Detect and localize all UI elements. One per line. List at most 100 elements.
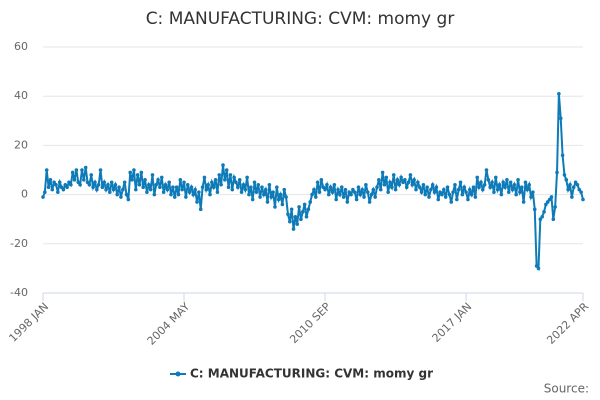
point — [258, 195, 262, 199]
point — [113, 182, 118, 187]
point — [362, 195, 366, 199]
point — [291, 227, 296, 231]
point — [312, 187, 316, 192]
point — [143, 178, 147, 182]
point — [98, 168, 103, 172]
point — [61, 187, 66, 192]
point — [293, 214, 298, 219]
x-tick-label: 2010 SEP — [287, 300, 333, 346]
point — [46, 185, 51, 190]
point — [557, 91, 561, 96]
point — [484, 168, 489, 172]
point — [384, 175, 389, 180]
point — [440, 192, 444, 197]
point — [63, 182, 68, 187]
point — [80, 168, 84, 172]
point — [397, 182, 402, 187]
x-tick-label: 2004 MAY — [145, 300, 193, 348]
point — [130, 178, 134, 182]
point — [43, 190, 47, 194]
point — [531, 190, 535, 194]
point — [471, 185, 476, 190]
point — [300, 210, 305, 214]
point — [150, 173, 155, 177]
legend-marker — [175, 371, 181, 377]
point — [518, 190, 522, 194]
point — [185, 182, 190, 187]
x-tick-label: 2017 JAN — [430, 300, 475, 345]
point — [573, 180, 578, 185]
point — [302, 202, 307, 207]
point — [310, 192, 314, 197]
point — [443, 195, 448, 199]
point — [325, 182, 329, 187]
point — [219, 182, 223, 187]
point — [508, 180, 513, 185]
point — [197, 190, 201, 194]
point — [482, 182, 487, 187]
point — [262, 192, 266, 197]
point — [286, 212, 290, 217]
point — [356, 185, 361, 190]
point — [211, 185, 216, 190]
point — [456, 187, 461, 192]
point — [165, 187, 170, 192]
point — [326, 192, 331, 197]
point — [365, 190, 370, 194]
point — [161, 190, 166, 194]
point — [341, 195, 346, 199]
point — [434, 185, 439, 190]
point — [391, 173, 396, 177]
point — [132, 168, 136, 172]
point — [514, 192, 518, 197]
point — [176, 192, 181, 197]
point — [390, 185, 394, 190]
point — [158, 185, 162, 190]
point — [217, 173, 222, 177]
point — [237, 178, 242, 182]
point — [493, 175, 498, 180]
point — [519, 185, 524, 190]
point — [122, 180, 127, 185]
point — [41, 195, 45, 199]
point — [330, 190, 335, 194]
point — [423, 192, 428, 197]
point — [167, 180, 171, 185]
point — [523, 180, 528, 185]
point — [148, 187, 153, 192]
point — [503, 185, 507, 190]
point — [334, 197, 338, 202]
point — [152, 192, 157, 197]
point — [87, 182, 92, 187]
point — [349, 192, 353, 197]
point — [534, 264, 539, 268]
point — [460, 192, 465, 197]
point — [200, 185, 205, 190]
point — [163, 182, 168, 187]
point — [221, 163, 225, 167]
point — [564, 178, 569, 182]
point — [388, 180, 392, 185]
point — [65, 185, 69, 190]
point — [323, 187, 327, 192]
point — [581, 197, 585, 202]
point — [169, 192, 173, 197]
point — [128, 170, 133, 175]
point — [575, 182, 580, 187]
point — [338, 192, 342, 197]
point — [495, 187, 500, 192]
point — [419, 190, 424, 194]
point — [241, 182, 246, 187]
point — [506, 190, 511, 194]
point — [525, 187, 530, 192]
point — [70, 170, 75, 175]
point — [275, 185, 279, 190]
point — [367, 200, 372, 204]
point — [317, 190, 322, 194]
point — [295, 222, 300, 226]
point — [299, 217, 303, 221]
y-tick-label: -20 — [10, 237, 28, 250]
point — [135, 173, 140, 177]
point — [189, 185, 194, 190]
point — [120, 187, 125, 192]
